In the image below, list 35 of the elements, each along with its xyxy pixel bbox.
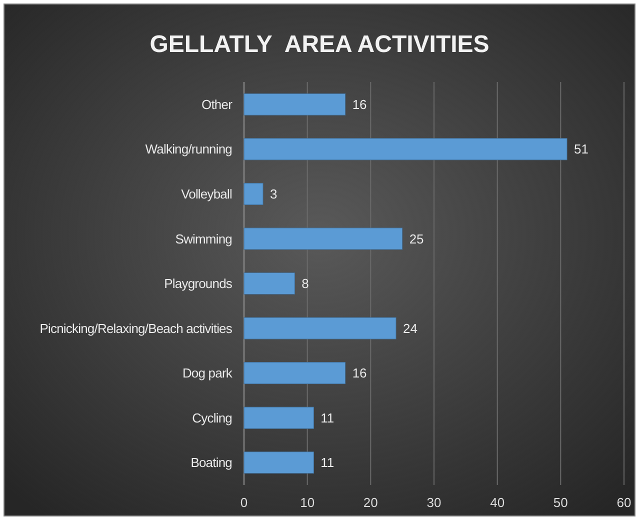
bar xyxy=(244,362,346,384)
bar xyxy=(244,452,314,474)
bar xyxy=(244,228,403,250)
x-tick-label: 50 xyxy=(553,495,568,510)
data-label: 3 xyxy=(270,186,278,202)
bar xyxy=(244,406,314,429)
y-tick-label: Volleyball xyxy=(181,186,232,202)
data-label: 16 xyxy=(352,366,367,381)
x-tick-label: 30 xyxy=(426,495,442,510)
x-tick-label: 10 xyxy=(300,495,315,510)
data-label: 16 xyxy=(352,96,367,112)
bar xyxy=(244,272,295,294)
y-tick-label: Picnicking/Relaxing/Beach activities xyxy=(40,320,233,336)
y-tick-label: Cycling xyxy=(192,410,232,426)
data-label: 25 xyxy=(409,231,424,246)
x-tick-label: 60 xyxy=(616,495,632,510)
data-label: 24 xyxy=(403,320,418,336)
y-tick-label: Swimming xyxy=(175,231,232,246)
x-tick-label: 20 xyxy=(363,495,378,510)
data-label: 8 xyxy=(302,276,309,292)
bar xyxy=(244,93,346,116)
data-label: 11 xyxy=(320,410,334,426)
data-label: 11 xyxy=(320,455,334,470)
x-tick-label: 40 xyxy=(490,495,505,510)
y-tick-label: Other xyxy=(201,96,234,112)
y-tick-label: Dog park xyxy=(182,366,233,381)
y-tick-label: Boating xyxy=(190,455,232,470)
chart-title: GELLATLY AREA ACTIVITIES xyxy=(150,31,490,58)
bar xyxy=(244,182,264,205)
y-tick-label: Playgrounds xyxy=(164,276,233,292)
bar xyxy=(244,317,396,340)
x-tick-label: 0 xyxy=(240,495,248,510)
bar xyxy=(244,138,568,160)
y-tick-label: Walking/running xyxy=(145,142,232,157)
data-label: 51 xyxy=(574,142,588,157)
